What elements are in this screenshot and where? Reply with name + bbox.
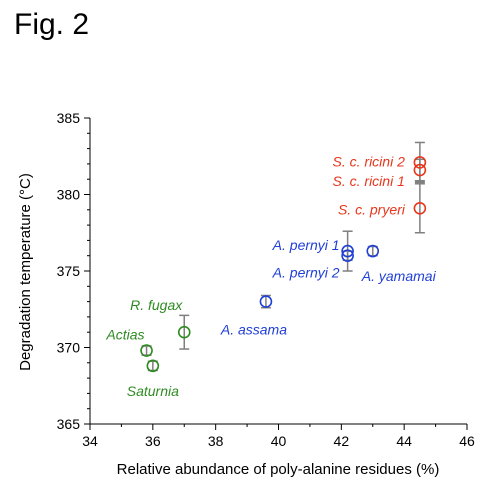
- data-label: Actias: [105, 327, 144, 343]
- data-point: [146, 359, 160, 373]
- y-tick-label: 375: [57, 263, 81, 279]
- data-label: S. c. ricini 2: [333, 153, 406, 169]
- data-point: [177, 325, 191, 339]
- data-point: [413, 201, 427, 215]
- data-label: S. c. ricini 1: [333, 173, 405, 189]
- figure-label: Fig. 2: [14, 8, 90, 41]
- data-point: [366, 244, 380, 258]
- y-tick-label: 365: [57, 416, 81, 432]
- y-tick-label: 370: [57, 340, 81, 356]
- x-tick-label: 46: [459, 433, 475, 449]
- axes: 365 370 375 380 385 34 36 38 40 42 44 46: [57, 110, 475, 449]
- data-point: [413, 163, 427, 177]
- x-tick-label: 40: [271, 433, 287, 449]
- point-labels: R. fugax Actias Saturnia A. assama A. pernyi…: [105, 153, 436, 398]
- data-points: [140, 156, 427, 373]
- data-point: [140, 344, 153, 357]
- data-label: A. yamamai: [361, 268, 437, 284]
- x-tick-label: 42: [334, 433, 350, 449]
- x-tick-label: 44: [396, 433, 412, 449]
- data-label: S. c. pryeri: [338, 201, 406, 217]
- x-tick-label: 38: [208, 433, 224, 449]
- x-tick-label: 36: [145, 433, 161, 449]
- data-point: [413, 156, 427, 169]
- y-tick-label: 385: [57, 110, 81, 126]
- y-axis-label: Degradation temperature (°C): [17, 173, 34, 371]
- data-label: A. pernyi 2: [272, 265, 340, 281]
- data-label: Saturnia: [127, 383, 179, 399]
- data-label: A. assama: [220, 322, 287, 338]
- x-axis-label: Relative abundance of poly-alanine resid…: [117, 461, 440, 478]
- x-tick-label: 34: [82, 433, 98, 449]
- y-tick-label: 380: [57, 187, 81, 203]
- data-point: [341, 244, 354, 258]
- data-label: A. pernyi 1: [272, 237, 340, 253]
- data-point: [341, 249, 354, 262]
- data-label: R. fugax: [130, 297, 183, 313]
- data-point: [259, 295, 273, 308]
